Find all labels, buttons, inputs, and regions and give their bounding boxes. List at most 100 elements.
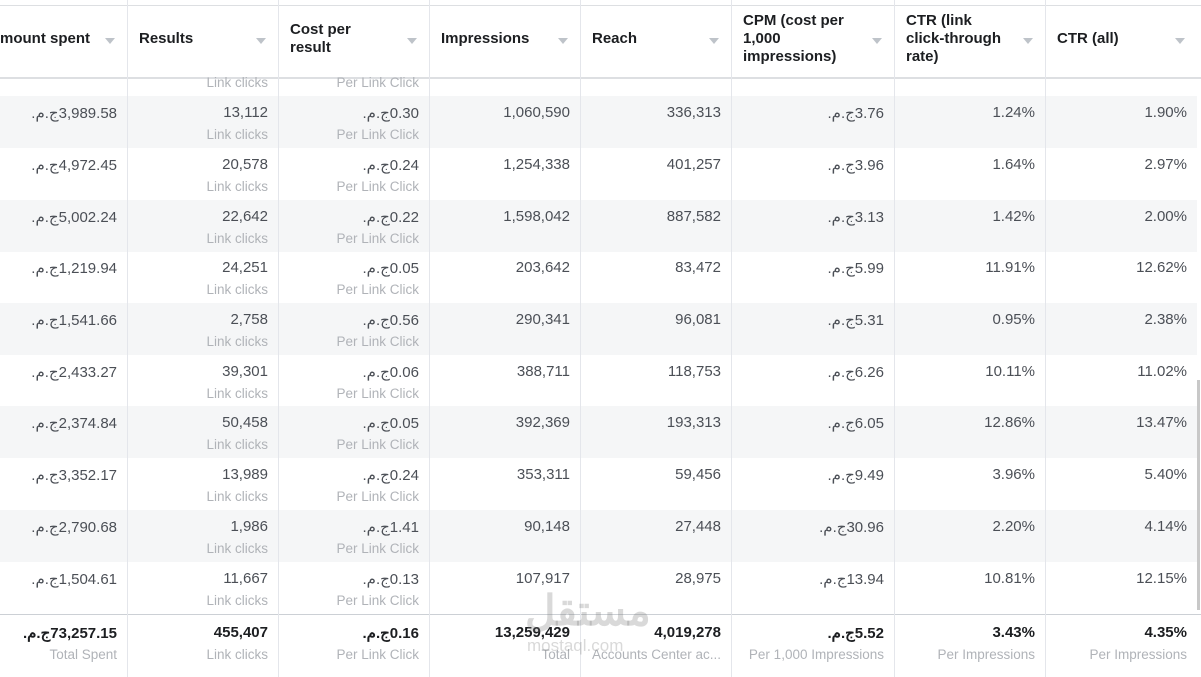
cell-value: 401,257 — [666, 156, 721, 173]
cell-value: 0.16ج.م. — [362, 625, 419, 642]
cell-value: 13,112 — [223, 104, 268, 121]
table-cell: 5.52ج.م. Per 1,000 Impressions — [731, 616, 894, 668]
table-cell: 1,060,590 — [429, 96, 580, 148]
cell-value: 2.20% — [992, 518, 1035, 535]
table-cell: 290,341 — [429, 303, 580, 355]
table-cell: 3.76ج.م. — [731, 96, 894, 148]
sort-caret — [1023, 38, 1033, 44]
cell-value: 24,251 — [222, 259, 268, 276]
cell-value: 4,019,278 — [654, 624, 721, 641]
cell-value: 2,374.84ج.م. — [31, 415, 117, 432]
cell-caption: Per Link Click — [336, 334, 419, 349]
table-cell: 13,989 Link clicks — [127, 458, 278, 510]
table-cell: 11.91% — [894, 251, 1045, 303]
table-cell: 401,257 — [580, 148, 731, 200]
cell-caption: Per Impressions — [1089, 647, 1187, 662]
table-cell: Link clicks — [127, 44, 278, 96]
cell-value: 6.05ج.م. — [827, 415, 884, 432]
header-border — [0, 77, 1201, 79]
cell-caption: Per Link Click — [336, 179, 419, 194]
cell-value: 5.52ج.م. — [827, 625, 884, 642]
table-cell: 5.99ج.م. — [731, 251, 894, 303]
table-cell: 1.41ج.م. Per Link Click — [278, 510, 429, 562]
cell-value: 2.00% — [1144, 208, 1187, 225]
column-divider — [429, 0, 430, 677]
table-cell: 3.13ج.م. — [731, 200, 894, 252]
cell-value: 12.62% — [1136, 259, 1187, 276]
column-header[interactable]: Impressions — [429, 0, 580, 78]
column-header[interactable]: CPM (cost per 1,000 impressions) — [731, 0, 894, 78]
table-cell: 0.05ج.م. Per Link Click — [278, 251, 429, 303]
cell-caption: Per Link Click — [336, 75, 419, 90]
scrollbar — [1197, 380, 1200, 610]
cell-caption: Per 1,000 Impressions — [748, 647, 884, 662]
cell-value: 96,081 — [675, 311, 721, 328]
table-cell: 50,458 Link clicks — [127, 406, 278, 458]
row-background — [0, 510, 1197, 562]
table-cell: 59,456 — [580, 458, 731, 510]
column-header[interactable]: mount spent — [0, 0, 127, 78]
table-cell: 20,578 Link clicks — [127, 148, 278, 200]
table-cell: 2,758 Link clicks — [127, 303, 278, 355]
table-cell: 30.96ج.م. — [731, 510, 894, 562]
cell-value: 0.95% — [992, 311, 1035, 328]
cell-value: 28,975 — [675, 570, 721, 587]
table-cell: 12.62% — [1045, 251, 1197, 303]
row-background — [0, 406, 1197, 458]
cell-caption: Per Impressions — [937, 647, 1035, 662]
cell-value: 455,407 — [213, 624, 268, 641]
table-cell: 10.11% — [894, 355, 1045, 407]
column-header[interactable]: CTR (link click-through rate) — [894, 0, 1045, 78]
cell-caption: Per Link Click — [336, 489, 419, 504]
cell-caption: Total — [541, 647, 570, 662]
cell-caption: Link clicks — [206, 231, 268, 246]
cell-value: 9.49ج.م. — [827, 467, 884, 484]
column-divider — [894, 0, 895, 677]
column-divider — [580, 0, 581, 677]
table-cell: 353,311 — [429, 458, 580, 510]
cell-value: 12.86% — [984, 414, 1035, 431]
cell-value: 0.24ج.م. — [362, 467, 419, 484]
cell-value: 1,219.94ج.م. — [31, 260, 117, 277]
column-header[interactable]: Reach — [580, 0, 731, 78]
table-cell: 11.02% — [1045, 355, 1197, 407]
table-cell: 2.00% — [1045, 200, 1197, 252]
table-cell: 9.49ج.م. — [731, 458, 894, 510]
cell-value: 4,972.45ج.م. — [31, 157, 117, 174]
cell-value: 1,986 — [230, 518, 268, 535]
table-cell: 4.14% — [1045, 510, 1197, 562]
cell-caption: Per Link Click — [336, 127, 419, 142]
table-cell: 2.38% — [1045, 303, 1197, 355]
cell-value: 73,257.15ج.م. — [22, 625, 117, 642]
cell-value: 4.14% — [1144, 518, 1187, 535]
cell-value: 290,341 — [515, 311, 570, 328]
cell-value: 1.41ج.م. — [362, 519, 419, 536]
table-cell: 6.26ج.م. — [731, 355, 894, 407]
top-border — [0, 5, 1201, 6]
column-divider — [278, 0, 279, 677]
column-header[interactable]: Cost per result — [278, 0, 429, 78]
cell-caption: Per Link Click — [336, 282, 419, 297]
table-cell: 22,642 Link clicks — [127, 200, 278, 252]
cell-value: 20,578 — [222, 156, 268, 173]
column-divider — [127, 0, 128, 677]
table-cell: 10.81% — [894, 562, 1045, 614]
cell-caption: Link clicks — [206, 179, 268, 194]
cell-value: 1.42% — [992, 208, 1035, 225]
table-cell: 0.06ج.م. Per Link Click — [278, 355, 429, 407]
table-cell: 5.31ج.م. — [731, 303, 894, 355]
table-cell: 193,313 — [580, 406, 731, 458]
sort-caret — [256, 38, 266, 44]
column-header[interactable]: Results — [127, 0, 278, 78]
cell-value: 3.43% — [992, 624, 1035, 641]
row-background — [0, 200, 1197, 252]
column-header[interactable]: CTR (all) — [1045, 0, 1197, 78]
table-cell: 1,598,042 — [429, 200, 580, 252]
table-cell: 13.94ج.م. — [731, 562, 894, 614]
table-cell: 3,989.58ج.م. — [0, 96, 127, 148]
cell-caption: Link clicks — [206, 489, 268, 504]
table-cell: 6.05ج.م. — [731, 406, 894, 458]
table-cell: 27,448 — [580, 510, 731, 562]
cell-value: 5.99ج.م. — [827, 260, 884, 277]
